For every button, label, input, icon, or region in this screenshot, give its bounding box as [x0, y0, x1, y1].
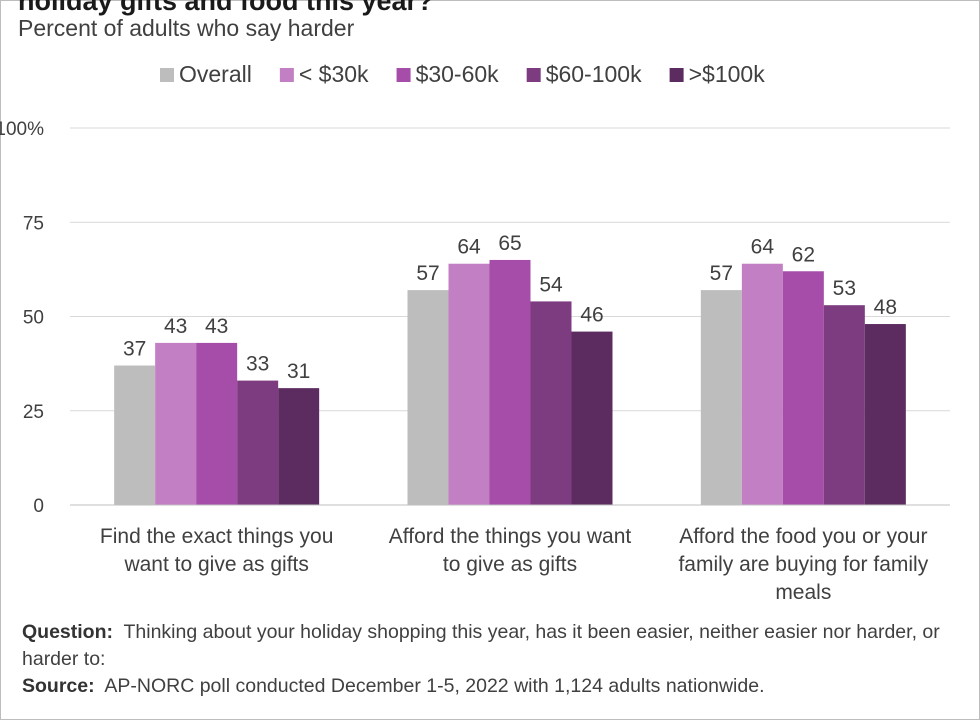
bar: [155, 342, 197, 505]
bar: [700, 290, 742, 505]
data-label: 53: [833, 277, 856, 300]
bar: [823, 305, 865, 505]
legend-swatch: [396, 68, 411, 82]
legend-swatch: [279, 68, 294, 82]
y-tick-label: 100%: [0, 119, 44, 140]
bar: [571, 331, 613, 505]
legend-swatch: [669, 68, 684, 82]
bar: [489, 259, 531, 505]
bar: [237, 380, 279, 505]
data-label: 57: [710, 262, 733, 285]
x-tick-label: Find the exact things you want to give as…: [100, 525, 333, 576]
bar-chart: 0 25 50 75 100% 37 43 43 33 31 Find the exact thin…: [0, 61, 950, 604]
bar: [448, 263, 490, 505]
bar: [741, 263, 783, 505]
data-label: 37: [123, 338, 146, 361]
data-label: 46: [580, 304, 603, 327]
bar: [864, 324, 906, 505]
chart-title: holiday gifts and food this year?: [18, 0, 434, 16]
data-label: 64: [457, 236, 481, 259]
source-text: AP-NORC poll conducted December 1-5, 202…: [104, 675, 765, 697]
data-label: 48: [874, 296, 897, 319]
bar: [278, 388, 320, 505]
legend-swatch: [526, 68, 541, 82]
data-label: 57: [416, 262, 439, 285]
bar: [407, 290, 449, 505]
y-tick-label: 75: [23, 213, 44, 234]
data-label: 62: [792, 243, 815, 266]
y-tick-label: 25: [23, 402, 44, 423]
bar: [196, 342, 238, 505]
bar: [782, 271, 824, 505]
x-tick-label: Afford the things you want to give as gif…: [389, 525, 632, 576]
y-tick-label: 0: [33, 496, 44, 517]
legend-label: Overall: [179, 61, 252, 87]
question-text: Thinking about your holiday shopping thi…: [22, 621, 940, 670]
x-tick-label: Afford the food you or your family are bu…: [678, 525, 928, 604]
y-tick-label: 50: [23, 308, 44, 329]
chart-notes: Question: Thinking about your holiday sh…: [22, 619, 962, 700]
source-label: Source:: [22, 675, 95, 697]
question-label: Question:: [22, 621, 113, 643]
question-note: Question: Thinking about your holiday sh…: [22, 619, 962, 673]
data-label: 64: [751, 236, 775, 259]
data-label: 33: [246, 353, 269, 376]
bar: [114, 365, 156, 505]
data-label: 54: [539, 273, 563, 296]
data-label: 43: [205, 315, 228, 338]
legend-swatch: [160, 68, 174, 82]
legend-label: $30-60k: [416, 61, 500, 87]
data-label: 31: [287, 360, 310, 383]
chart-subtitle: Percent of adults who say harder: [18, 15, 355, 41]
legend-label: >$100k: [689, 61, 766, 87]
legend-label: $60-100k: [546, 61, 642, 87]
data-label: 43: [164, 315, 187, 338]
legend-label: < $30k: [299, 61, 369, 87]
bar: [530, 301, 572, 505]
source-note: Source: AP-NORC poll conducted December …: [22, 673, 962, 700]
data-label: 65: [498, 232, 521, 255]
